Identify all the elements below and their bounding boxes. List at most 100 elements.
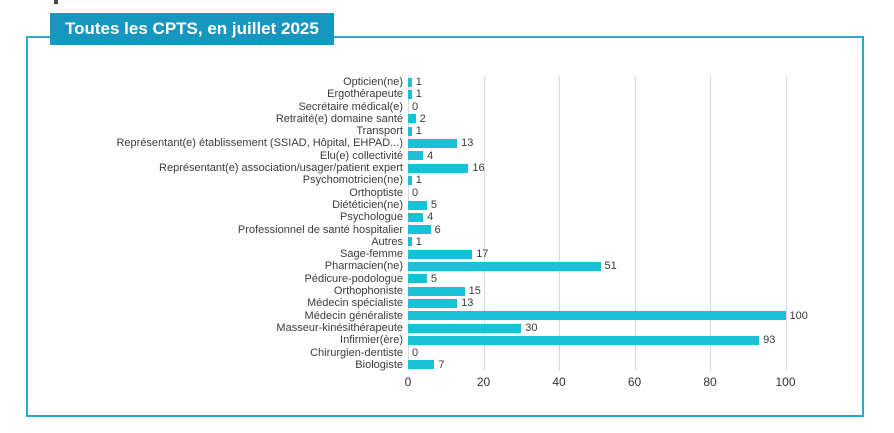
chart-row: Orthoptiste 0 — [28, 187, 860, 199]
bar-cell: 16 — [408, 162, 860, 174]
category-label: Diététicien(ne) — [332, 198, 403, 211]
chart-row: Chirurgien-dentiste 0 — [28, 347, 860, 359]
x-tick-label: 80 — [703, 375, 717, 389]
bar-cell: 4 — [408, 211, 860, 223]
chart-row: Infirmier(ère) 93 — [28, 334, 860, 346]
bar-cell: 4 — [408, 150, 860, 162]
chart-row: Opticien(ne) 1 — [28, 76, 860, 88]
bar-cell: 5 — [408, 199, 860, 211]
bar-cell: 1 — [408, 174, 860, 186]
bar[interactable] — [408, 126, 412, 136]
chart-row: Sage-femme 17 — [28, 248, 860, 260]
category-label: Médecin spécialiste — [307, 297, 403, 310]
chart-frame — [26, 36, 864, 417]
bar[interactable] — [408, 89, 412, 99]
value-label: 13 — [461, 297, 474, 310]
chart-row: Autres 1 — [28, 236, 860, 248]
chart-row: Orthophoniste 15 — [28, 285, 860, 297]
cropped-text-artifact — [54, 0, 58, 4]
chart-title: Toutes les CPTS, en juillet 2025 — [65, 19, 319, 38]
chart-row: Professionnel de santé hospitalier 6 — [28, 224, 860, 236]
value-label: 0 — [412, 346, 419, 359]
value-label: 1 — [415, 76, 422, 88]
bar[interactable] — [408, 200, 427, 210]
bar[interactable] — [408, 311, 786, 321]
chart-rows: Opticien(ne) 1 Ergothérapeute 1 Secrétaire m… — [28, 76, 860, 371]
value-label: 1 — [415, 88, 422, 101]
bar-cell: 6 — [408, 224, 860, 236]
category-label: Orthoptiste — [349, 186, 403, 199]
gridline — [710, 76, 711, 371]
gridline — [785, 76, 787, 371]
chart-row: Diététicien(ne) 5 — [28, 199, 860, 211]
value-label: 5 — [430, 198, 438, 211]
x-tick-label: 0 — [404, 375, 412, 389]
chart-row: Masseur-kinésithérapeute 30 — [28, 322, 860, 334]
category-label: Chirurgien-dentiste — [310, 346, 403, 359]
bar-chart: Opticien(ne) 1 Ergothérapeute 1 Secrétaire m… — [28, 76, 860, 396]
bar[interactable] — [408, 151, 424, 161]
bar[interactable] — [408, 249, 473, 259]
bar-cell: 17 — [408, 248, 860, 260]
category-label: Masseur-kinésithérapeute — [276, 321, 403, 334]
bar-cell: 100 — [408, 310, 860, 322]
bar-cell: 51 — [408, 260, 860, 272]
chart-row: Pharmacien(ne) 51 — [28, 260, 860, 272]
bar[interactable] — [408, 225, 431, 235]
bar-cell: 30 — [408, 322, 860, 334]
chart-row: Retraité(e) domaine santé 2 — [28, 113, 860, 125]
value-label: 100 — [789, 309, 808, 322]
chart-row: Biologiste 7 — [28, 359, 860, 371]
bar[interactable] — [408, 139, 458, 149]
bar[interactable] — [408, 212, 424, 222]
x-axis-ticks: 0 20 40 60 80 100 — [404, 375, 796, 391]
chart-row: Médecin spécialiste 13 — [28, 297, 860, 309]
category-label: Médecin généraliste — [304, 309, 403, 322]
category-label: Représentant(e) établissement (SSIAD, Hô… — [116, 137, 403, 150]
bar[interactable] — [408, 163, 469, 173]
chart-row: Psychologue 4 — [28, 211, 860, 223]
category-label: Elu(e) collectivité — [319, 149, 403, 162]
chart-title-box: Toutes les CPTS, en juillet 2025 — [50, 13, 334, 45]
bar-cell: 5 — [408, 273, 860, 285]
chart-row: Ergothérapeute 1 — [28, 88, 860, 100]
bar[interactable] — [408, 237, 412, 247]
chart-row: Psychomotricien(ne) 1 — [28, 174, 860, 186]
chart-row: Transport 1 — [28, 125, 860, 137]
value-label: 0 — [412, 100, 419, 113]
value-label: 6 — [434, 223, 441, 236]
value-label: 13 — [461, 137, 474, 150]
bar[interactable] — [408, 335, 760, 345]
category-label: Pédicure-podologue — [304, 272, 403, 285]
bar[interactable] — [408, 114, 416, 124]
bar[interactable] — [408, 77, 412, 87]
value-label: 16 — [472, 162, 485, 175]
bar[interactable] — [408, 286, 465, 296]
gridline — [634, 76, 636, 371]
bar-cell: 0 — [408, 187, 860, 199]
bar[interactable] — [408, 298, 458, 308]
chart-row: Médecin généraliste 100 — [28, 310, 860, 322]
category-label: Biologiste — [355, 358, 403, 371]
bar-cell: 13 — [408, 297, 860, 309]
gridline — [559, 76, 560, 371]
chart-row: Elu(e) collectivité 4 — [28, 150, 860, 162]
bar[interactable] — [408, 274, 427, 284]
bar-cell: 0 — [408, 347, 860, 359]
value-label: 5 — [430, 272, 438, 285]
bar[interactable] — [408, 323, 522, 333]
bar[interactable] — [408, 262, 601, 272]
bar[interactable] — [408, 360, 435, 370]
bar-cell: 1 — [408, 236, 860, 248]
category-label: Professionnel de santé hospitalier — [237, 223, 403, 236]
bar[interactable] — [408, 175, 412, 185]
category-label: Psychologue — [340, 211, 403, 224]
bar-cell: 1 — [408, 76, 860, 88]
x-tick-label: 60 — [627, 375, 642, 389]
category-label: Infirmier(ère) — [340, 334, 403, 347]
bar-cell: 13 — [408, 137, 860, 149]
category-label: Transport — [356, 125, 403, 138]
value-label: 15 — [468, 285, 481, 298]
x-tick-label: 20 — [476, 375, 491, 389]
bar-cell: 0 — [408, 101, 860, 113]
